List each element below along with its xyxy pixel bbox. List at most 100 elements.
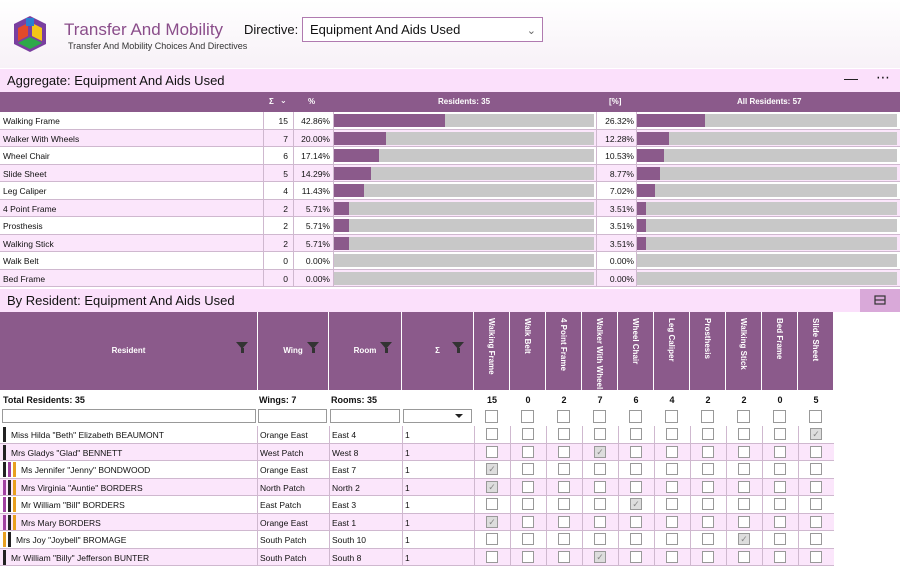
aid-checkbox[interactable] bbox=[702, 533, 714, 545]
wing-filter-input[interactable] bbox=[258, 409, 327, 423]
sigma-header[interactable]: Σ bbox=[269, 97, 274, 106]
aid-checkbox[interactable] bbox=[630, 533, 642, 545]
sigma-column-header[interactable]: Σ bbox=[402, 312, 474, 390]
aid-filter-checkbox[interactable] bbox=[521, 410, 534, 423]
room-column-header[interactable]: Room bbox=[329, 312, 402, 390]
aid-checkbox[interactable] bbox=[810, 481, 822, 493]
filter-icon[interactable] bbox=[452, 342, 464, 349]
aid-checkbox[interactable] bbox=[738, 516, 750, 528]
aid-checkbox[interactable] bbox=[522, 516, 534, 528]
aid-checkbox[interactable] bbox=[522, 463, 534, 475]
aid-column-header[interactable]: Wheel Chair bbox=[618, 312, 654, 390]
aid-checkbox[interactable] bbox=[702, 446, 714, 458]
aid-checkbox[interactable] bbox=[558, 481, 570, 493]
aid-column-header[interactable]: Prosthesis bbox=[690, 312, 726, 390]
aid-checkbox[interactable] bbox=[666, 533, 678, 545]
aid-checkbox[interactable] bbox=[666, 446, 678, 458]
aid-checkbox[interactable] bbox=[486, 551, 498, 563]
aid-checkbox[interactable] bbox=[738, 498, 750, 510]
aid-checkbox[interactable] bbox=[558, 551, 570, 563]
layout-toggle-icon[interactable] bbox=[860, 289, 900, 312]
aid-checkbox[interactable] bbox=[702, 516, 714, 528]
aid-checkbox[interactable]: ✓ bbox=[486, 516, 498, 528]
aid-checkbox[interactable] bbox=[594, 533, 606, 545]
minimize-icon[interactable]: — bbox=[844, 70, 858, 86]
aid-checkbox[interactable] bbox=[810, 551, 822, 563]
aid-checkbox[interactable] bbox=[810, 498, 822, 510]
aid-checkbox[interactable] bbox=[630, 516, 642, 528]
more-options-icon[interactable]: ⋯ bbox=[876, 69, 891, 86]
aid-column-header[interactable]: Walking Stick bbox=[726, 312, 762, 390]
aid-checkbox[interactable] bbox=[630, 551, 642, 563]
aid-checkbox[interactable] bbox=[666, 428, 678, 440]
aid-filter-checkbox[interactable] bbox=[701, 410, 714, 423]
aid-checkbox[interactable] bbox=[774, 481, 786, 493]
aid-checkbox[interactable] bbox=[594, 481, 606, 493]
aid-checkbox[interactable] bbox=[558, 533, 570, 545]
aid-checkbox[interactable] bbox=[666, 551, 678, 563]
aid-checkbox[interactable]: ✓ bbox=[486, 481, 498, 493]
aid-checkbox[interactable] bbox=[702, 498, 714, 510]
aid-column-header[interactable]: Leg Caliper bbox=[654, 312, 690, 390]
aid-checkbox[interactable] bbox=[558, 498, 570, 510]
aid-checkbox[interactable] bbox=[486, 498, 498, 510]
aid-filter-checkbox[interactable] bbox=[809, 410, 822, 423]
aid-column-header[interactable]: Walker With Wheels bbox=[582, 312, 618, 390]
aid-checkbox[interactable] bbox=[702, 463, 714, 475]
aid-checkbox[interactable] bbox=[774, 516, 786, 528]
aid-filter-checkbox[interactable] bbox=[629, 410, 642, 423]
aid-checkbox[interactable] bbox=[486, 428, 498, 440]
aid-checkbox[interactable] bbox=[558, 463, 570, 475]
aid-filter-checkbox[interactable] bbox=[485, 410, 498, 423]
aid-checkbox[interactable] bbox=[594, 428, 606, 440]
aid-checkbox[interactable] bbox=[522, 446, 534, 458]
aid-filter-checkbox[interactable] bbox=[593, 410, 606, 423]
aid-checkbox[interactable] bbox=[666, 481, 678, 493]
aid-checkbox[interactable] bbox=[810, 533, 822, 545]
resident-column-header[interactable]: Resident bbox=[0, 312, 258, 390]
aid-checkbox[interactable] bbox=[522, 428, 534, 440]
aid-checkbox[interactable] bbox=[774, 463, 786, 475]
filter-icon[interactable] bbox=[236, 342, 248, 349]
aid-filter-checkbox[interactable] bbox=[737, 410, 750, 423]
aid-column-header[interactable]: Walking Frame bbox=[474, 312, 510, 390]
aid-checkbox[interactable] bbox=[666, 498, 678, 510]
aid-checkbox[interactable] bbox=[486, 446, 498, 458]
aid-filter-checkbox[interactable] bbox=[773, 410, 786, 423]
aid-checkbox[interactable] bbox=[558, 516, 570, 528]
sigma-filter-select[interactable] bbox=[403, 409, 472, 423]
aid-checkbox[interactable] bbox=[774, 551, 786, 563]
aid-checkbox[interactable]: ✓ bbox=[738, 533, 750, 545]
aid-checkbox[interactable] bbox=[594, 498, 606, 510]
aid-checkbox[interactable] bbox=[522, 481, 534, 493]
aid-checkbox[interactable] bbox=[630, 428, 642, 440]
aid-checkbox[interactable] bbox=[738, 463, 750, 475]
aid-checkbox[interactable] bbox=[522, 533, 534, 545]
aid-checkbox[interactable] bbox=[810, 516, 822, 528]
aid-column-header[interactable]: Bed Frame bbox=[762, 312, 798, 390]
wing-column-header[interactable]: Wing bbox=[258, 312, 329, 390]
aid-checkbox[interactable] bbox=[594, 516, 606, 528]
aid-filter-checkbox[interactable] bbox=[665, 410, 678, 423]
aid-checkbox[interactable]: ✓ bbox=[486, 463, 498, 475]
aid-checkbox[interactable] bbox=[738, 428, 750, 440]
aid-checkbox[interactable] bbox=[738, 446, 750, 458]
resident-filter-input[interactable] bbox=[2, 409, 256, 423]
aid-checkbox[interactable] bbox=[558, 446, 570, 458]
aid-filter-checkbox[interactable] bbox=[557, 410, 570, 423]
aid-checkbox[interactable]: ✓ bbox=[594, 446, 606, 458]
aid-column-header[interactable]: Slide Sheet bbox=[798, 312, 834, 390]
aid-checkbox[interactable] bbox=[702, 428, 714, 440]
aid-checkbox[interactable] bbox=[738, 481, 750, 493]
